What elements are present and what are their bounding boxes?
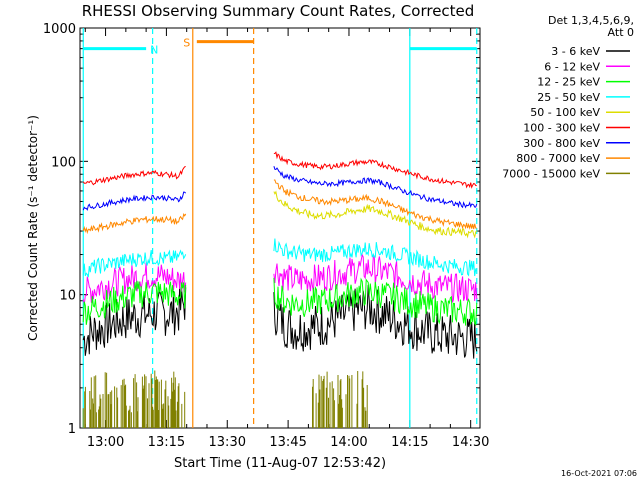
legend-label: 7000 - 15000 keV: [502, 167, 600, 180]
series-25-50-kev-line: [82, 249, 187, 278]
legend-header: Det 1,3,4,5,6,9,: [548, 14, 634, 27]
series-7000-15000-kev-spikes: [312, 371, 368, 428]
chart-title: RHESSI Observing Summary Count Rates, Co…: [82, 2, 475, 20]
legend-label: 50 - 100 keV: [530, 106, 600, 119]
x-tick-label: 13:00: [87, 435, 124, 450]
series-12-25-kev-line: [273, 277, 478, 327]
x-tick-label: 14:00: [330, 435, 367, 450]
legend: Det 1,3,4,5,6,9,Att 0 3 - 6 keV 6 - 12 keV…: [502, 14, 634, 180]
y-axis-label: Corrected Count Rate (s⁻¹ detector⁻¹): [26, 115, 40, 341]
series-3-6-kev-line: [273, 284, 478, 359]
series-25-50-kev-line: [273, 238, 478, 277]
legend-label: 800 - 7000 keV: [516, 152, 600, 165]
series-300-800-kev-line: [273, 166, 478, 209]
y-tick-label: 10: [59, 289, 76, 304]
plot-frame: [79, 27, 481, 429]
x-axis-label: Start Time (11-Aug-07 12:53:42): [174, 456, 386, 471]
y-tick-label: 100: [51, 155, 76, 170]
legend-label: 25 - 50 keV: [537, 91, 600, 104]
x-tick-label: 13:30: [209, 435, 246, 450]
x-tick-label: 13:15: [148, 435, 185, 450]
footer-timestamp: 16-Oct-2021 07:06: [561, 469, 637, 478]
legend-header: Att 0: [608, 26, 634, 39]
series-800-7000-kev-line: [82, 213, 187, 235]
series-100-300-kev-line: [82, 166, 186, 186]
series-100-300-kev-line: [273, 151, 477, 189]
series-12-25-kev-line: [82, 280, 187, 325]
legend-label: 12 - 25 keV: [537, 76, 600, 89]
flag-label: N: [150, 44, 158, 57]
series-6-12-kev-line: [82, 262, 187, 305]
legend-label: 100 - 300 keV: [523, 122, 600, 135]
y-tick-label: 1: [68, 422, 76, 437]
series-3-6-kev-line: [82, 286, 187, 356]
legend-label: 300 - 800 keV: [523, 137, 600, 150]
y-tick-label: 1000: [43, 22, 76, 37]
x-tick-label: 13:45: [269, 435, 306, 450]
legend-label: 6 - 12 keV: [544, 60, 600, 73]
legend-label: 3 - 6 keV: [551, 45, 600, 58]
series-50-100-kev-line: [273, 190, 478, 239]
plot-area: 1 10 100 1000 13:00 13:15 13:30 13:45 14:00 14:15…: [43, 22, 489, 450]
series-7000-15000-kev-spikes: [82, 370, 186, 428]
x-tick-label: 14:15: [391, 435, 428, 450]
series-6-12-kev-line: [273, 253, 478, 303]
x-tick-label: 14:30: [452, 435, 489, 450]
series-300-800-kev-line: [82, 191, 187, 211]
series-800-7000-kev-line: [273, 179, 477, 230]
flag-label: S: [183, 37, 190, 50]
